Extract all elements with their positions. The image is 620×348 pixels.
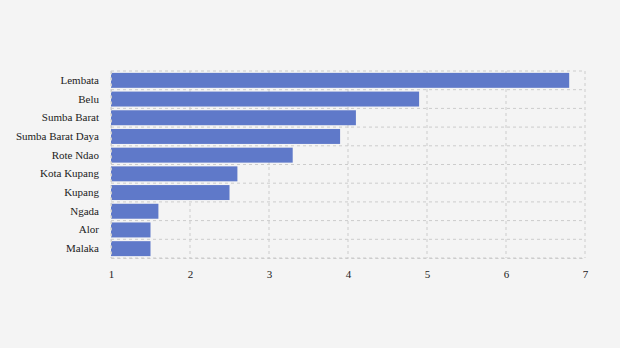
bar [111,148,293,163]
bar [111,204,158,219]
grid-line [111,108,585,109]
tick-label: Malaka [66,242,99,254]
grid [111,71,585,258]
grid-line [427,71,428,258]
tick-label: Lembata [61,74,100,86]
tick: Belu [78,93,111,105]
tick: Lembata [61,74,111,86]
bar [111,166,237,181]
tick: Sumba Barat [42,111,111,123]
tick: 3 [267,258,273,280]
plot: 1 2 3 4 5 6 7 Lembata Belu Sumba Barat Sumba Barat… [16,71,589,280]
tick-label: 6 [504,268,510,280]
grid-line [111,89,585,90]
grid-line [111,127,585,128]
grid-line [111,220,585,221]
tick: 7 [583,258,589,280]
tick-label: 3 [267,268,273,280]
tick: Malaka [66,242,111,254]
grid-line [506,71,507,258]
grid-line [111,145,585,146]
y-axis: Lembata Belu Sumba Barat Sumba Barat Daya Ro… [16,72,112,259]
tick: Rote Ndao [52,149,111,161]
chart: 1 2 3 4 5 6 7 Lembata Belu Sumba Barat Sumba Barat… [0,0,620,348]
bars [111,73,569,256]
grid-line [111,71,585,72]
bar [111,129,340,144]
bar [111,222,151,237]
axis-line [112,258,586,259]
bar [111,241,151,256]
tick: Sumba Barat Daya [16,130,111,142]
grid-line [111,183,585,184]
tick-label: Rote Ndao [52,149,100,161]
tick: 6 [504,258,510,280]
bar [111,110,356,125]
tick: Kota Kupang [40,167,111,179]
tick: Alor [79,223,111,235]
tick-label: Sumba Barat Daya [16,130,99,142]
tick-label: 7 [583,268,589,280]
tick-label: 2 [188,268,194,280]
grid-line [111,258,585,259]
tick-label: Kota Kupang [40,167,99,179]
bar [111,92,419,107]
bar [111,185,230,200]
tick-label: Belu [78,93,99,105]
tick: 2 [188,258,194,280]
tick: Ngada [70,205,111,217]
tick-label: 4 [346,268,352,280]
tick: Kupang [64,186,111,198]
x-axis: 1 2 3 4 5 6 7 [109,258,589,280]
tick-label: Kupang [64,186,99,198]
tick-label: 5 [425,268,431,280]
bar [111,73,569,88]
axis-line [111,72,112,259]
tick-label: 1 [109,268,115,280]
grid-line [111,201,585,202]
grid-line [111,239,585,240]
grid-line [111,164,585,165]
tick-label: Alor [79,223,100,235]
tick-label: Ngada [70,205,99,217]
tick: 4 [346,258,352,280]
tick-label: Sumba Barat [42,111,99,123]
tick: 5 [425,258,431,280]
tick: 1 [109,258,115,280]
